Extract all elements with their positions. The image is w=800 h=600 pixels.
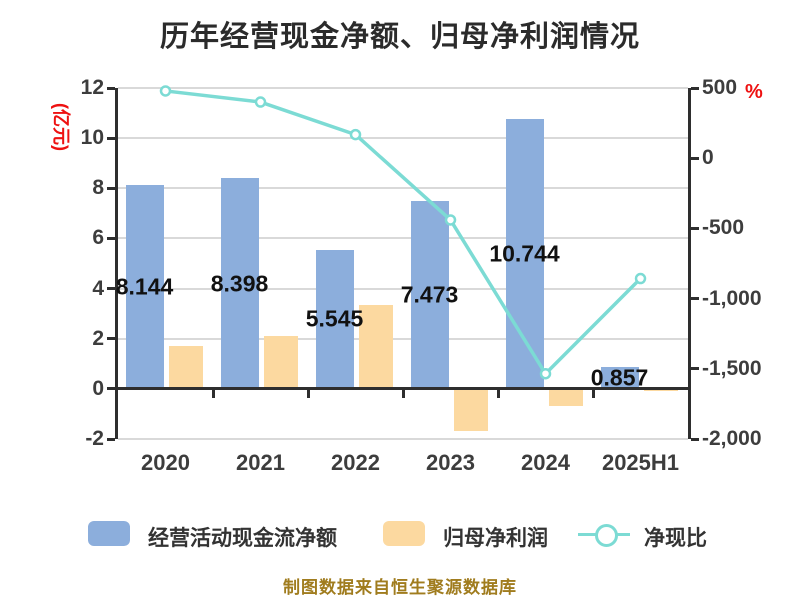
y-tick-label-right--500: -500 (702, 216, 745, 240)
y-tick-label-right-500: 500 (702, 76, 738, 99)
bar-value-label-2020: 8.144 (115, 273, 174, 300)
y-tick-left-12 (107, 86, 115, 90)
gridline-6 (118, 237, 688, 240)
x-axis-line (118, 387, 688, 391)
y-tick-left-0 (107, 387, 115, 391)
x-axis-label-2024: 2024 (521, 450, 570, 475)
y-tick-right--1,500 (691, 367, 699, 371)
y-tick-left-2 (107, 337, 115, 341)
line-point-2024 (539, 367, 552, 380)
y-tick-left--2 (107, 437, 115, 441)
line-point-2022 (349, 128, 362, 141)
bar-profit-2023 (453, 388, 488, 432)
bar-cashflow-2020 (125, 184, 164, 389)
footer-source-note: 制图数据来自恒生聚源数据库 (283, 578, 517, 597)
x-axis-tick-3 (401, 390, 405, 399)
x-axis-label-2020: 2020 (141, 450, 190, 475)
x-axis-tick-2 (306, 390, 310, 399)
bar-value-label-2021: 8.398 (210, 270, 269, 297)
legend-swatch-cashflow (88, 521, 130, 546)
bar-cashflow-2021 (220, 178, 259, 389)
x-axis-label-2023: 2023 (426, 450, 475, 475)
x-axis-label-2022: 2022 (331, 450, 380, 475)
y-tick-label-left-4: 4 (92, 276, 104, 300)
bar-cashflow-2022 (315, 249, 354, 389)
netcash-ratio-line (163, 89, 643, 376)
y-axis-left-line (115, 88, 118, 439)
bar-value-label-2024: 10.744 (489, 240, 560, 267)
right-axis-unit-label: % (745, 81, 763, 103)
x-axis-tick-4 (496, 390, 500, 399)
bar-value-label-2023: 7.473 (400, 281, 459, 308)
y-tick-label-left--2: -2 (85, 427, 104, 450)
y-tick-left-4 (107, 287, 115, 291)
legend-label-profit: 归母净利润 (443, 527, 548, 550)
bar-cashflow-2023 (410, 201, 449, 389)
gridline-12 (118, 87, 688, 89)
bar-cashflow-2025H1 (600, 367, 639, 389)
bar-profit-2024 (548, 388, 583, 407)
y-tick-label-left-10: 10 (80, 126, 104, 150)
y-tick-label-right--2,000: -2,000 (702, 427, 762, 450)
bar-cashflow-2024 (505, 119, 544, 389)
y-tick-label-left-12: 12 (80, 76, 104, 99)
y-tick-left-10 (107, 136, 115, 140)
y-tick-label-left-6: 6 (92, 226, 104, 250)
gridline-10 (118, 137, 688, 140)
legend-swatch-profit (383, 521, 425, 546)
x-axis-tick-1 (211, 390, 215, 399)
x-axis-tick-5 (591, 390, 595, 399)
y-tick-left-6 (107, 236, 115, 240)
y-axis-right-line (688, 88, 691, 439)
x-axis-label-2025H1: 2025H1 (601, 450, 680, 475)
legend-label-cashflow: 经营活动现金流净额 (148, 527, 337, 550)
line-point-2021 (254, 96, 267, 108)
bar-value-label-2025H1: 0.857 (590, 364, 649, 391)
gridline-8 (118, 187, 688, 190)
x-axis-label-2021: 2021 (236, 450, 285, 475)
y-tick-label-right--1,000: -1,000 (702, 286, 762, 310)
y-tick-label-right-0: 0 (702, 146, 714, 170)
chart-title: 历年经营现金净额、归母净利润情况 (159, 21, 640, 53)
legend-circle-marker (595, 524, 618, 547)
y-tick-right-500 (691, 86, 699, 90)
y-tick-label-right--1,500: -1,500 (702, 356, 762, 380)
line-point-2025H1 (634, 272, 647, 285)
y-tick-right--2,000 (691, 437, 699, 441)
legend-label-ratio: 净现比 (644, 527, 707, 550)
bar-profit-2022 (358, 304, 393, 389)
y-tick-label-left-8: 8 (92, 176, 104, 200)
y-tick-label-left-0: 0 (92, 376, 104, 400)
y-tick-right--1,000 (691, 297, 699, 301)
y-tick-right-0 (691, 156, 699, 160)
gridline-4 (118, 287, 688, 290)
gridline--2 (118, 438, 688, 440)
y-tick-right--500 (691, 226, 699, 230)
line-point-2020 (159, 85, 172, 97)
gridline-2 (118, 337, 688, 340)
bar-value-label-2022: 5.545 (305, 305, 364, 332)
y-tick-label-left-2: 2 (92, 326, 104, 350)
y-tick-left-8 (107, 186, 115, 190)
line-point-2023 (444, 214, 457, 226)
bar-profit-2020 (168, 346, 203, 389)
bar-profit-2021 (263, 336, 298, 389)
